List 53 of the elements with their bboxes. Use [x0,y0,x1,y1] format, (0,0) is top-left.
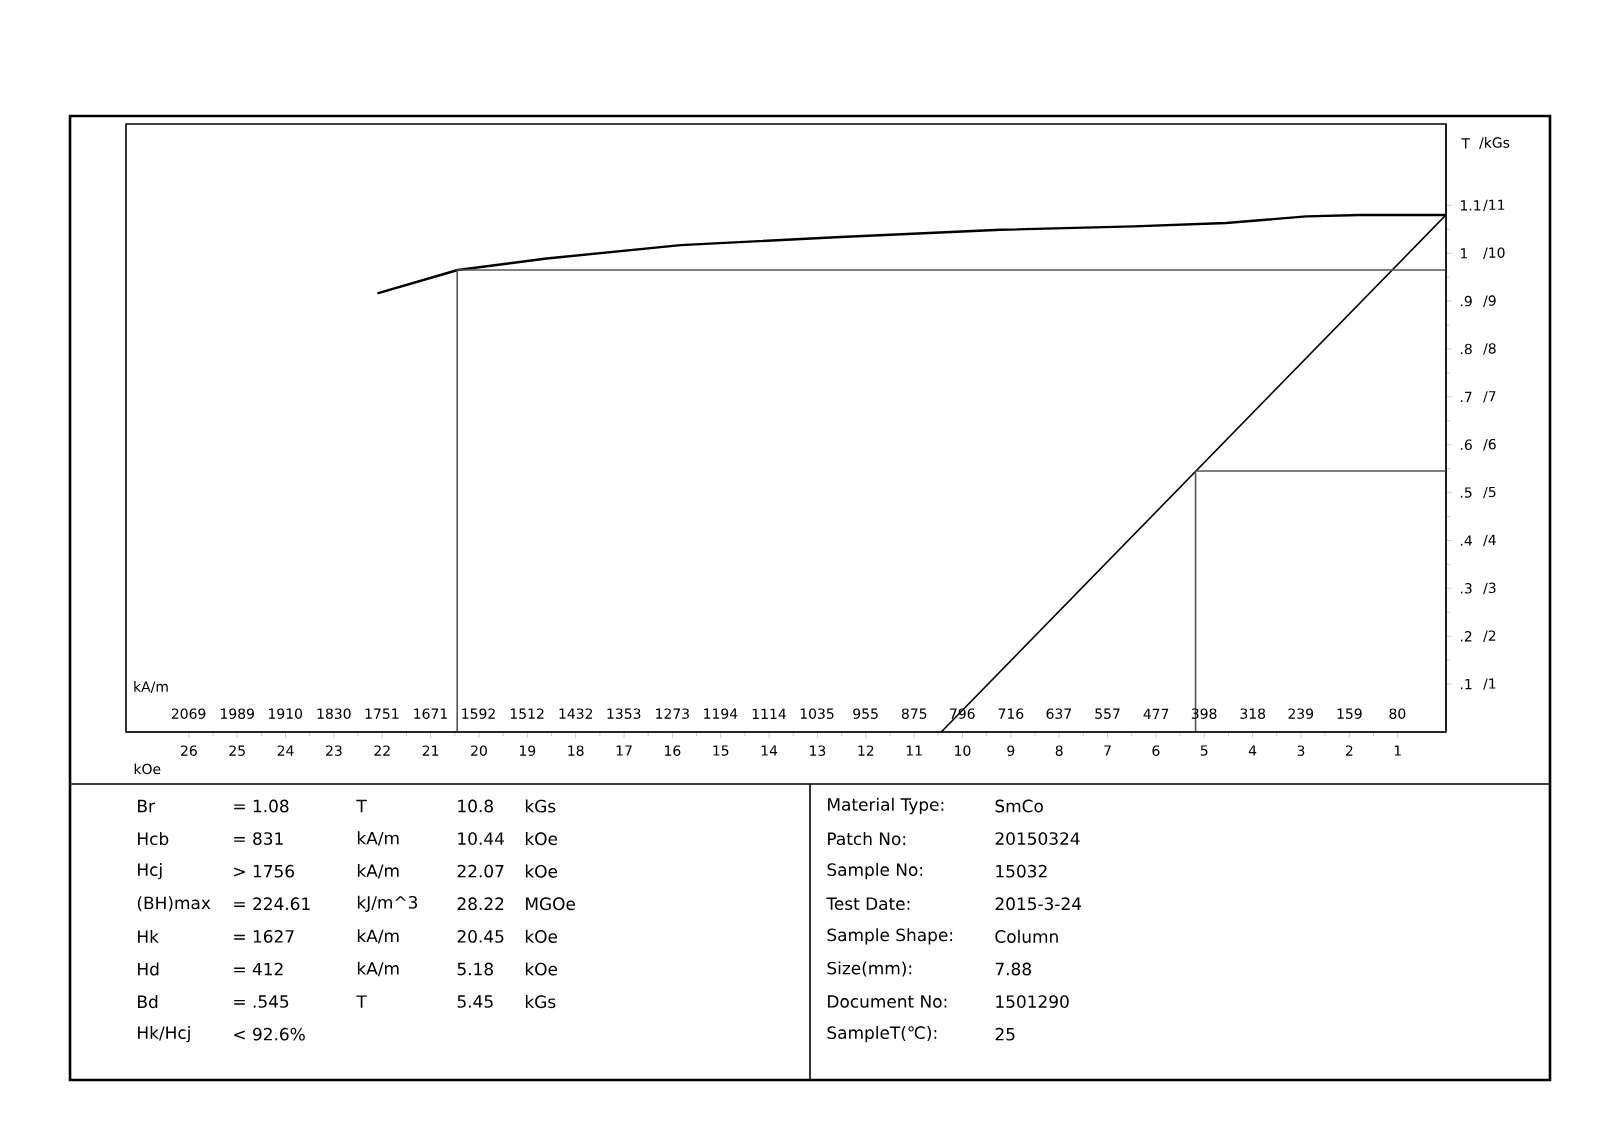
text: Hd [138,962,159,976]
text: kOe [525,962,558,976]
text: kJ/m^3 [357,895,418,912]
text: Hk/Hcj [138,1025,190,1043]
text: Document No: [828,995,947,1008]
text: 20150324 [995,832,1080,845]
text: MGOe [526,897,576,911]
text: Bd [138,995,158,1009]
text: kA/m [357,929,399,944]
text: 28.22 [457,897,504,911]
text: Hcj [138,862,162,880]
text: = .545 [234,995,289,1008]
text: SampleT(℃): [827,1025,937,1043]
text: 25 [995,1027,1015,1041]
text: kA/m [357,961,399,977]
text: Column [995,929,1058,943]
text: 1501290 [996,995,1069,1008]
text: (BH)max [137,896,211,912]
text: < 92.6% [234,1027,305,1041]
text: = 831 [234,832,283,845]
text: Sample Shape: [827,928,953,945]
text: 7.88 [995,962,1031,976]
text: kA/m [357,863,399,879]
text: 5.18 [457,962,493,976]
text: = 1627 [234,929,294,943]
text: 2015-3-24 [995,897,1082,911]
text: kA/m [357,831,399,846]
text: SmCo [995,799,1043,813]
text: Material Type: [828,797,944,815]
text: 20.45 [457,929,504,943]
text: kGs [525,799,556,813]
text: T [356,995,367,1008]
text: kOe [525,832,558,846]
text: kOe [525,929,558,943]
text: = 412 [234,962,283,976]
text: Size(mm): [827,961,912,977]
text: 22.07 [457,864,504,878]
text: Hcb [138,832,169,846]
text: Sample No: [827,862,923,880]
text: Hk [138,929,159,943]
text: 15032 [996,864,1047,878]
text: = 224.61 [234,897,310,911]
text: kOe [525,864,558,878]
text: 10.8 [458,799,493,813]
text: Patch No: [828,832,906,846]
text: = 1.08 [234,799,289,813]
text: 5.45 [457,995,493,1008]
text: Br [138,799,155,813]
text: kGs [525,995,556,1009]
text: > 1756 [234,864,295,878]
text: T [356,799,367,813]
text: 10.44 [458,832,504,845]
text: Test Date: [826,897,910,911]
